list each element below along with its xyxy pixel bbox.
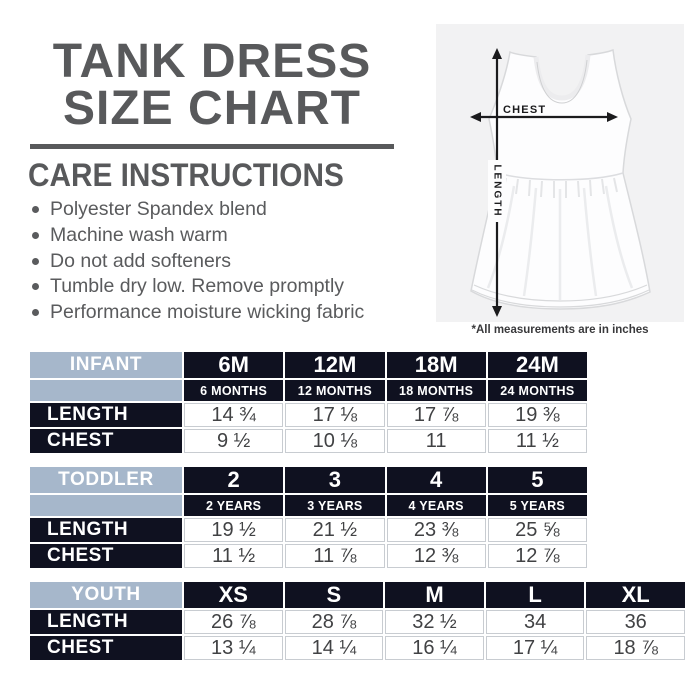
care-instruction-text: Machine wash warm: [50, 223, 228, 246]
column-header: 18M: [386, 352, 486, 378]
toddler-size-table: TODDLER 2 3 4 5 2 YEARS 3 YEARS 4 YEARS 5 YEARS L…: [30, 467, 587, 568]
row-label: CHEST: [30, 636, 182, 660]
care-instruction-text: Do not add softeners: [50, 249, 232, 272]
table-group-header: INFANT: [30, 352, 182, 378]
size-value: 18 ⅞: [586, 636, 685, 660]
page-title-line1: TANK DRESS: [52, 35, 372, 88]
size-value: 32 ½: [385, 610, 484, 634]
size-value: 26 ⅞: [184, 610, 283, 634]
size-value: 12 ⅞: [487, 544, 587, 568]
row-label: LENGTH: [30, 518, 182, 542]
dress-photo-panel: LENGTH CHEST: [436, 24, 684, 322]
column-header: M: [385, 582, 484, 608]
care-instruction-item: Polyester Spandex blend: [30, 197, 364, 223]
size-value: 10 ⅛: [285, 429, 385, 453]
row-label: CHEST: [30, 429, 182, 453]
column-subheader: 18 MONTHS: [386, 380, 486, 401]
size-value: 19 ⅜: [487, 403, 587, 427]
column-header: 24M: [487, 352, 587, 378]
size-value: 17 ⅛: [285, 403, 385, 427]
bullet-dot: [32, 206, 39, 213]
row-label: LENGTH: [30, 403, 182, 427]
row-label: CHEST: [30, 544, 182, 568]
dress-illustration: LENGTH CHEST: [470, 48, 651, 317]
care-instructions-heading: CARE INSTRUCTIONS: [28, 157, 344, 193]
column-header: 12M: [285, 352, 385, 378]
bullet-dot: [32, 283, 39, 291]
column-header: 2: [184, 467, 284, 493]
size-value: 13 ¼: [184, 636, 283, 660]
size-value: 19 ½: [184, 518, 284, 542]
size-value: 11 ½: [487, 429, 587, 453]
dress-waist-seam: [496, 172, 624, 181]
length-label-backing: [488, 160, 506, 222]
care-instructions-list: Polyester Spandex blend Machine wash warm…: [30, 197, 364, 326]
chest-arrow: [470, 112, 618, 122]
size-value: 14 ¾: [184, 403, 284, 427]
size-value: 21 ½: [285, 518, 385, 542]
column-subheader: 3 YEARS: [285, 495, 385, 516]
table-blank-cell: [30, 495, 182, 516]
column-subheader: 2 YEARS: [184, 495, 284, 516]
care-instruction-text: Performance moisture wicking fabric: [50, 301, 365, 324]
column-header: L: [485, 582, 585, 608]
column-header: 4: [386, 467, 486, 493]
care-instruction-item: Tumble dry low. Remove promptly: [30, 274, 364, 300]
column-subheader: 4 YEARS: [386, 495, 486, 516]
column-header: 6M: [184, 352, 284, 378]
column-header: XL: [586, 582, 685, 608]
care-instruction-item: Do not add softeners: [30, 249, 364, 275]
dress-neckband-seam: [536, 59, 588, 104]
column-header: 5: [487, 467, 587, 493]
size-value: 11: [386, 429, 486, 453]
table-group-header: YOUTH: [30, 582, 182, 608]
size-value: 36: [586, 610, 685, 634]
column-header: 3: [285, 467, 385, 493]
page-title: TANK DRESS SIZE CHART: [28, 35, 396, 135]
size-value: 23 ⅜: [386, 518, 486, 542]
column-header: S: [284, 582, 384, 608]
row-label: LENGTH: [30, 610, 182, 634]
page-title-line2: SIZE CHART: [63, 82, 361, 135]
size-value: 14 ¼: [284, 636, 384, 660]
table-group-header: TODDLER: [30, 467, 182, 493]
length-label: LENGTH: [492, 164, 503, 217]
care-instruction-text: Tumble dry low. Remove promptly: [50, 275, 345, 298]
column-subheader: 12 MONTHS: [285, 380, 385, 401]
size-value: 11 ⅞: [285, 544, 385, 568]
size-value: 11 ½: [184, 544, 284, 568]
infant-size-table: INFANT 6M 12M 18M 24M 6 MONTHS 12 MONTHS 18 MON…: [30, 352, 587, 453]
chest-label: CHEST: [503, 104, 546, 116]
bullet-dot: [32, 309, 39, 317]
column-header: XS: [184, 582, 283, 608]
size-value: 34: [485, 610, 585, 634]
title-divider: [30, 144, 394, 149]
care-instruction-item: Performance moisture wicking fabric: [30, 300, 364, 326]
bullet-dot: [32, 231, 39, 239]
table-blank-cell: [30, 380, 182, 401]
care-instruction-text: Polyester Spandex blend: [50, 198, 267, 220]
size-value: 25 ⅝: [487, 518, 587, 542]
measurements-footnote: *All measurements are in inches: [471, 324, 649, 336]
care-instruction-item: Machine wash warm: [30, 223, 364, 249]
column-subheader: 5 YEARS: [487, 495, 587, 516]
size-value: 17 ⅞: [386, 403, 486, 427]
bullet-dot: [32, 257, 39, 265]
size-value: 16 ¼: [385, 636, 484, 660]
size-value: 17 ¼: [485, 636, 585, 660]
size-value: 12 ⅜: [386, 544, 486, 568]
size-value: 28 ⅞: [284, 610, 384, 634]
column-subheader: 24 MONTHS: [487, 380, 587, 401]
size-value: 9 ½: [184, 429, 284, 453]
dress-skirt-folds: [486, 185, 634, 300]
column-subheader: 6 MONTHS: [184, 380, 284, 401]
youth-size-table: YOUTH XS S M L XL LENGTH 26 ⅞ 28 ⅞ 32 ½ 34 36 CHEST 1…: [30, 582, 685, 660]
